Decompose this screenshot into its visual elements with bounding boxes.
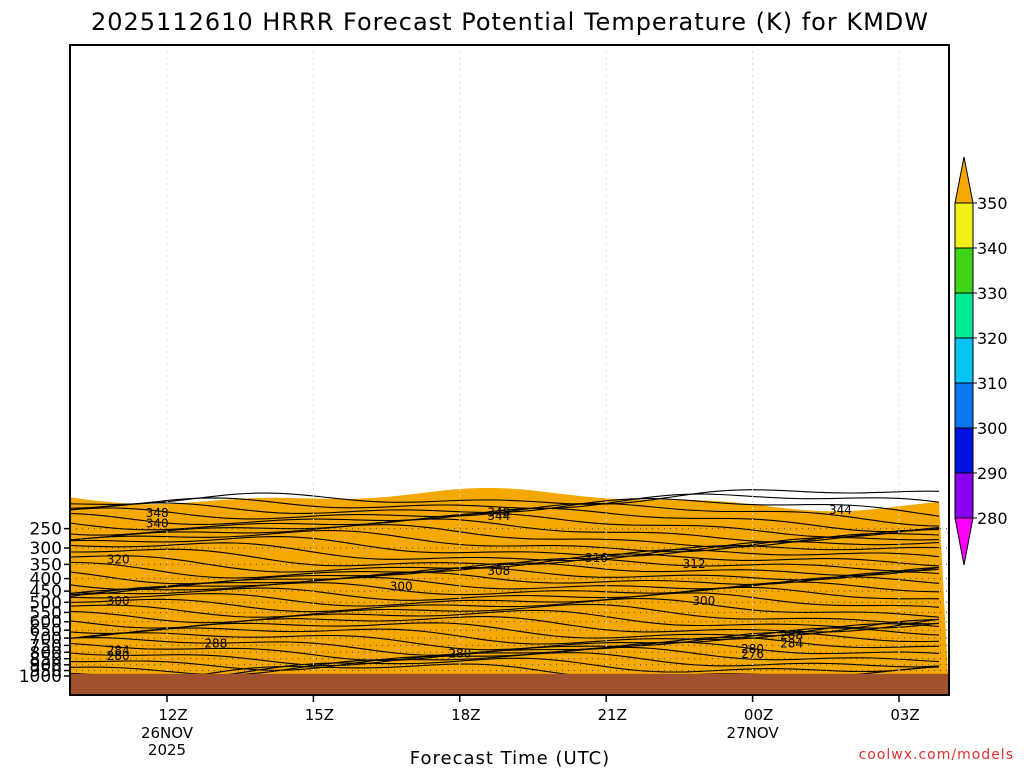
y-tick-label: 1000: [19, 667, 62, 687]
contour-line: [70, 641, 940, 667]
colorbar-segment: [954, 472, 974, 519]
contour-label: 284: [780, 637, 803, 651]
x-axis-label: Forecast Time (UTC): [410, 748, 610, 768]
contour-label: 280: [741, 642, 764, 656]
plot-frame: [69, 44, 950, 696]
contour-label: 344: [487, 509, 510, 523]
colorbar-tick-label: 290: [977, 464, 1008, 483]
x-tick-label: 00Z: [744, 706, 773, 724]
colorbar-segment: [954, 292, 974, 339]
credit-text: coolwx.com/models: [859, 747, 1014, 763]
contour-line: [70, 512, 940, 538]
colorbar-tick-label: 320: [977, 329, 1008, 348]
contour-line: [70, 609, 940, 629]
contour-label: 316: [585, 551, 608, 565]
y-tick-label: 850: [30, 650, 62, 670]
contour-line: [70, 581, 940, 596]
colorbar-low-arrow: [954, 517, 974, 566]
contour-line: [70, 598, 940, 618]
x-tick-label: 03Z: [890, 706, 919, 724]
y-tick-label: 300: [30, 539, 62, 559]
contour-line: [70, 623, 940, 645]
y-tick-label: 350: [30, 555, 62, 575]
contour-line: [70, 536, 940, 557]
colorbar-tick-label: 350: [977, 194, 1008, 213]
y-tick-label: 500: [30, 593, 62, 613]
contour-label: 348: [146, 506, 169, 520]
contour-line: [70, 542, 940, 562]
contour-line: [70, 566, 940, 590]
colorbar-tick-label: 330: [977, 284, 1008, 303]
y-tick-label: 650: [30, 621, 62, 641]
y-tick-label: 250: [30, 520, 62, 540]
colorbar-tick-label: 340: [977, 239, 1008, 258]
contour-label: 280: [448, 646, 471, 660]
contour-label: 280: [107, 649, 130, 663]
colorbar: 280 290 300 310 320 330 340 350: [954, 156, 1008, 566]
contour-line: [70, 603, 940, 625]
colorbar-segment: [954, 427, 974, 474]
contour-line: [70, 530, 940, 553]
contour-line: [70, 507, 940, 533]
contour-line: [70, 557, 940, 579]
x-tick-label: 12Z: [158, 706, 187, 724]
y-tick-label: 550: [30, 603, 62, 623]
x-tick-date: 27NOV: [727, 724, 780, 742]
contour-line: [70, 502, 940, 527]
colorbar-high-arrow: [954, 156, 974, 204]
x-tick-date: 26NOV: [141, 724, 194, 742]
contour-line: [70, 619, 940, 639]
contour-line: [70, 586, 940, 601]
y-tick-label: 800: [30, 643, 62, 663]
x-tick-label: 21Z: [598, 706, 627, 724]
contour-label: 276: [741, 647, 764, 661]
contour-line: [70, 592, 940, 608]
contour-line: [70, 553, 940, 573]
pressure-axis: 1000950900850800750700650600550500450400…: [19, 520, 70, 687]
contour-line: [70, 493, 940, 509]
contour-label: 320: [107, 553, 130, 567]
colorbar-segment: [954, 337, 974, 384]
y-tick-label: 700: [30, 629, 62, 649]
contour-line: [70, 646, 940, 671]
contour-line: [70, 489, 940, 505]
y-tick-label: 950: [30, 662, 62, 682]
contour-label: 288: [780, 628, 803, 642]
band->350: [70, 487, 949, 695]
colorbar-tick-label: 310: [977, 374, 1008, 393]
contour-line: [70, 636, 940, 662]
x-tick-label: 18Z: [451, 706, 480, 724]
contour-label: 288: [204, 637, 227, 651]
colorbar-tick-label: 300: [977, 419, 1008, 438]
contour-label: 300: [107, 594, 130, 608]
ground-surface: [70, 673, 949, 695]
contour-lines: [70, 489, 940, 684]
contour-line: [70, 576, 940, 597]
colorbar-tick-label: 280: [977, 509, 1008, 528]
colorbar-segment: [954, 202, 974, 249]
colorbar-segment: [954, 247, 974, 294]
contour-label: 340: [146, 516, 169, 530]
contour-label: 300: [390, 579, 413, 593]
contour-label: 284: [107, 644, 130, 658]
x-tick-year: 2025: [148, 741, 186, 759]
y-tick-label: 750: [30, 636, 62, 656]
y-tick-label: 600: [30, 613, 62, 633]
contour-label: 344: [829, 503, 852, 517]
y-tick-label: 900: [30, 656, 62, 676]
contour-label: 348: [487, 506, 510, 520]
x-tick-label: 15Z: [305, 706, 334, 724]
contour-label: 308: [487, 564, 510, 578]
chart-title: 2025112610 HRRR Forecast Potential Tempe…: [91, 8, 929, 36]
colorbar-segment: [954, 382, 974, 429]
contour-line: [70, 627, 940, 651]
y-tick-label: 450: [30, 582, 62, 602]
contour-label: 300: [692, 594, 715, 608]
y-tick-label: 400: [30, 570, 62, 590]
contour-label: 312: [683, 557, 706, 571]
